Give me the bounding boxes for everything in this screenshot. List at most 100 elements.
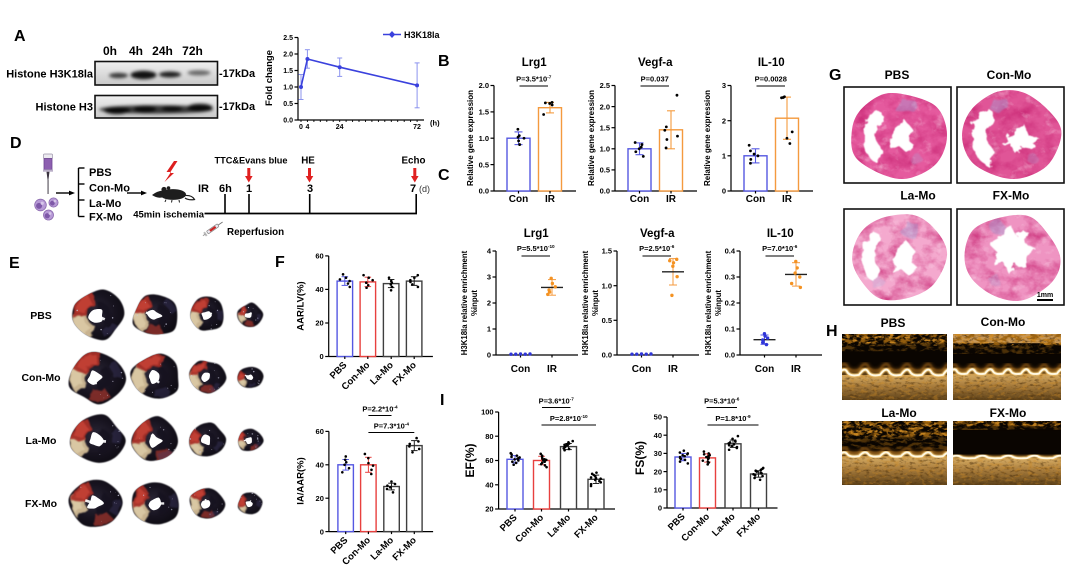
svg-text:Reperfusion: Reperfusion bbox=[227, 227, 284, 238]
svg-text:La-Mo: La-Mo bbox=[546, 512, 574, 540]
svg-text:50: 50 bbox=[654, 413, 662, 422]
svg-text:1: 1 bbox=[246, 183, 252, 195]
svg-text:P=7.0*10-6: P=7.0*10-6 bbox=[762, 244, 798, 253]
svg-text:H3K18la relative enrichment: H3K18la relative enrichment bbox=[581, 250, 590, 355]
svg-text:EF(%): EF(%) bbox=[463, 444, 477, 478]
svg-text:-17kDa: -17kDa bbox=[219, 101, 256, 113]
svg-text:AAR/LV(%): AAR/LV(%) bbox=[296, 281, 307, 330]
svg-text:20: 20 bbox=[316, 494, 324, 503]
svg-text:PBS: PBS bbox=[498, 512, 520, 534]
svg-text:30: 30 bbox=[654, 449, 662, 458]
svg-text:IR: IR bbox=[668, 364, 679, 375]
svg-text:100: 100 bbox=[481, 408, 494, 417]
svg-text:0.5: 0.5 bbox=[600, 166, 610, 175]
svg-text:Relative gene expression: Relative gene expression bbox=[703, 90, 712, 186]
svg-text:FX-Mo: FX-Mo bbox=[735, 511, 763, 539]
svg-text:0.0: 0.0 bbox=[602, 351, 612, 360]
svg-text:Con-Mo: Con-Mo bbox=[987, 68, 1032, 82]
svg-text:72h: 72h bbox=[182, 44, 203, 58]
svg-text:FX-Mo: FX-Mo bbox=[993, 189, 1030, 203]
svg-text:%input: %input bbox=[470, 290, 479, 316]
svg-text:0.0: 0.0 bbox=[725, 351, 735, 360]
svg-text:1.5: 1.5 bbox=[600, 123, 610, 132]
svg-text:0.2: 0.2 bbox=[725, 299, 735, 308]
svg-text:0: 0 bbox=[320, 352, 324, 361]
svg-text:4h: 4h bbox=[129, 44, 143, 58]
svg-text:I: I bbox=[440, 392, 444, 409]
svg-text:Vegf-a: Vegf-a bbox=[640, 228, 675, 240]
svg-text:Histone H3: Histone H3 bbox=[36, 102, 93, 114]
svg-text:IR: IR bbox=[666, 194, 677, 205]
svg-text:40: 40 bbox=[315, 285, 323, 294]
svg-text:Echo: Echo bbox=[402, 156, 426, 167]
svg-text:FS(%): FS(%) bbox=[633, 441, 647, 475]
svg-text:H3K18la relative enrichment: H3K18la relative enrichment bbox=[704, 250, 713, 355]
svg-text:E: E bbox=[9, 255, 20, 272]
svg-text:3: 3 bbox=[487, 273, 491, 282]
svg-text:FX-Mo: FX-Mo bbox=[89, 212, 123, 224]
svg-text:20: 20 bbox=[315, 319, 323, 328]
svg-text:La-Mo: La-Mo bbox=[710, 511, 738, 539]
svg-text:Con: Con bbox=[511, 364, 530, 375]
svg-text:1.0: 1.0 bbox=[283, 85, 293, 92]
svg-text:20: 20 bbox=[654, 467, 662, 476]
svg-text:3: 3 bbox=[722, 81, 726, 90]
svg-text:60: 60 bbox=[316, 427, 324, 436]
svg-text:40: 40 bbox=[316, 461, 324, 470]
svg-text:7: 7 bbox=[410, 183, 416, 195]
svg-text:Con: Con bbox=[746, 194, 765, 205]
svg-text:La-Mo: La-Mo bbox=[900, 189, 935, 203]
svg-text:PBS: PBS bbox=[89, 167, 112, 179]
svg-text:80: 80 bbox=[485, 432, 493, 441]
svg-text:0.5: 0.5 bbox=[602, 316, 612, 325]
svg-text:La-Mo: La-Mo bbox=[89, 198, 122, 210]
svg-text:4: 4 bbox=[305, 124, 309, 131]
svg-text:1: 1 bbox=[722, 152, 726, 161]
svg-text:TTC&Evans blue: TTC&Evans blue bbox=[214, 156, 287, 166]
svg-text:4: 4 bbox=[487, 247, 492, 256]
svg-text:Vegf-a: Vegf-a bbox=[638, 57, 673, 69]
svg-text:0.5: 0.5 bbox=[479, 160, 489, 169]
svg-text:P=5.5*10-10: P=5.5*10-10 bbox=[517, 244, 555, 253]
svg-text:2.5: 2.5 bbox=[600, 81, 610, 90]
svg-text:P=2.2*10-4: P=2.2*10-4 bbox=[362, 405, 398, 414]
svg-text:24: 24 bbox=[336, 124, 344, 131]
svg-text:0.0: 0.0 bbox=[479, 187, 489, 196]
svg-text:F: F bbox=[275, 254, 285, 271]
svg-text:2.0: 2.0 bbox=[600, 102, 610, 111]
svg-text:H: H bbox=[826, 323, 838, 340]
svg-text:H3K18la: H3K18la bbox=[404, 30, 441, 40]
svg-text:2.5: 2.5 bbox=[283, 35, 293, 42]
svg-text:IR: IR bbox=[547, 364, 558, 375]
svg-text:IR: IR bbox=[791, 364, 802, 375]
svg-text:La-Mo: La-Mo bbox=[368, 360, 396, 388]
svg-text:60: 60 bbox=[485, 456, 493, 465]
svg-text:Histone H3K18la: Histone H3K18la bbox=[6, 69, 94, 81]
svg-text:(h): (h) bbox=[430, 119, 440, 128]
svg-text:Fold change: Fold change bbox=[264, 50, 275, 106]
svg-text:P=0.037: P=0.037 bbox=[641, 75, 669, 84]
svg-text:PBS: PBS bbox=[885, 68, 910, 82]
svg-text:Lrg1: Lrg1 bbox=[524, 228, 550, 240]
svg-text:P=7.3*10-4: P=7.3*10-4 bbox=[374, 422, 410, 431]
svg-text:P=5.3*10-6: P=5.3*10-6 bbox=[704, 397, 740, 406]
svg-text:Relative gene expression: Relative gene expression bbox=[587, 90, 596, 186]
svg-text:Relative gene expression: Relative gene expression bbox=[466, 90, 475, 186]
svg-text:1.5: 1.5 bbox=[479, 108, 489, 117]
svg-text:0.4: 0.4 bbox=[725, 247, 736, 256]
svg-text:3: 3 bbox=[307, 183, 313, 195]
svg-text:0: 0 bbox=[299, 124, 303, 131]
svg-text:1.5: 1.5 bbox=[602, 247, 612, 256]
svg-text:Con: Con bbox=[632, 364, 651, 375]
svg-text:0.0: 0.0 bbox=[600, 187, 610, 196]
svg-text:P=2.8*10-10: P=2.8*10-10 bbox=[550, 414, 588, 423]
svg-text:(d): (d) bbox=[419, 184, 430, 194]
svg-text:%input: %input bbox=[591, 290, 600, 316]
svg-text:2: 2 bbox=[722, 116, 726, 125]
svg-text:FX-Mo: FX-Mo bbox=[572, 512, 600, 540]
svg-text:Con: Con bbox=[755, 364, 774, 375]
svg-text:0: 0 bbox=[320, 527, 324, 536]
svg-text:Con-Mo: Con-Mo bbox=[981, 315, 1026, 329]
svg-text:0h: 0h bbox=[103, 44, 117, 58]
svg-text:La-Mo: La-Mo bbox=[26, 435, 57, 447]
